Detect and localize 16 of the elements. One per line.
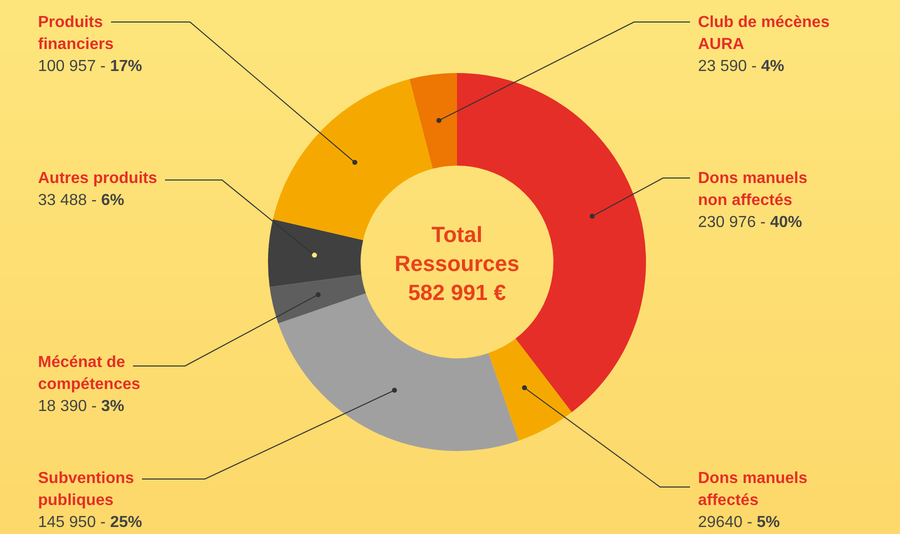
data-label: 33 488 - 6% <box>38 191 126 211</box>
slice-label: Produits financiers <box>38 14 114 53</box>
data-label: 145 950 - 25% <box>38 513 144 533</box>
data-label: 230 976 - 40% <box>698 213 804 233</box>
slice-label: Dons manuels affectés <box>698 470 808 509</box>
text: Total Ressources <box>394 221 520 278</box>
data-label: 100 957 - 17% <box>38 57 144 77</box>
text: 582 991 € <box>407 279 507 307</box>
data-label: 23 590 - 4% <box>698 57 786 77</box>
slice-label: Dons manuels non affectés <box>698 170 808 209</box>
slice-label: Mécénat de compétences <box>38 354 140 393</box>
data-label: 29640 - 5% <box>698 513 781 533</box>
slice-label: Autres produits <box>38 170 158 187</box>
slice-label: Club de mécènes AURA <box>698 14 830 53</box>
slice-label: Subventions publiques <box>38 470 134 509</box>
data-label: 18 390 - 3% <box>38 397 126 417</box>
